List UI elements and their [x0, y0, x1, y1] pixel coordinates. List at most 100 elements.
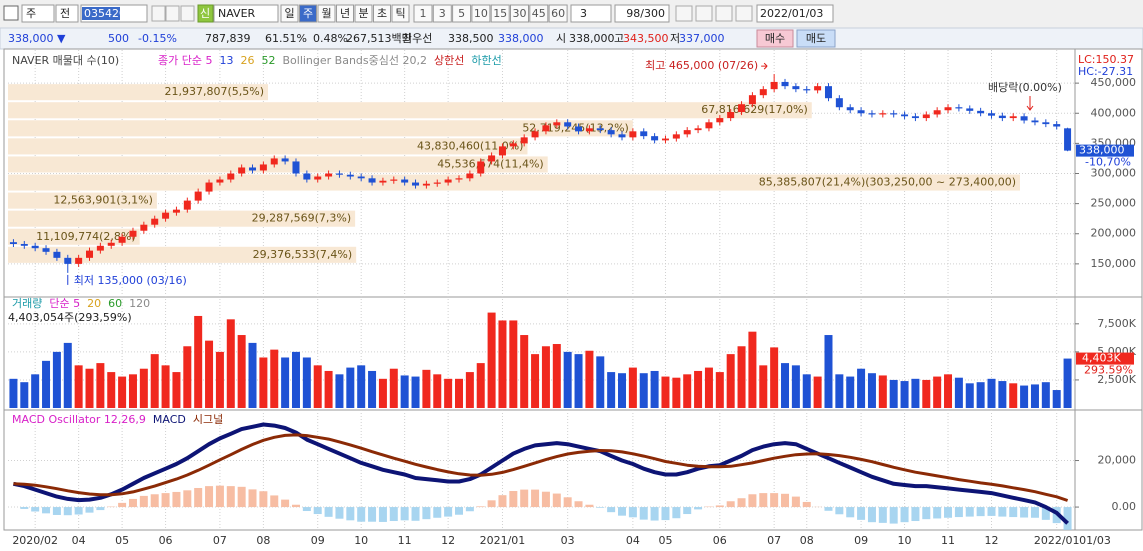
volume-bar [889, 379, 898, 408]
sell-btn[interactable] [796, 29, 836, 48]
minute[interactable]: 15 [493, 7, 507, 20]
oscillator-bar [378, 507, 387, 522]
tool-icon[interactable] [735, 5, 753, 22]
period-btn[interactable] [299, 4, 317, 23]
current-change: -10,70% [1085, 156, 1131, 169]
period[interactable]: 틱 [395, 7, 405, 20]
candle-body [857, 110, 865, 114]
candle-body [281, 158, 289, 162]
oscillator-bar [759, 493, 768, 508]
volume-bar [965, 383, 974, 408]
candle-body [107, 242, 115, 246]
minute-btn[interactable] [413, 4, 433, 23]
period[interactable]: 일 [284, 6, 294, 20]
y-tick-label: 20,000 [1098, 454, 1137, 467]
x-tick-label: 11 [941, 534, 955, 547]
tool-icon[interactable] [695, 5, 713, 22]
oscillator-bar [194, 487, 203, 508]
minute-btn[interactable] [432, 4, 452, 23]
tool-icon[interactable] [165, 5, 180, 22]
oscillator-bar [1063, 507, 1072, 530]
info-turnover: 0.48% [313, 32, 348, 45]
candle-body [129, 230, 137, 237]
period[interactable]: 분 [358, 7, 368, 20]
candle-body [357, 176, 365, 179]
tool-icon[interactable] [151, 5, 166, 22]
oscillator-bar [857, 507, 866, 520]
tool-icon[interactable] [675, 5, 693, 22]
candle-body [803, 89, 811, 91]
period-btn[interactable] [391, 4, 410, 23]
period[interactable]: 년 [340, 7, 350, 20]
minute[interactable]: 3 [439, 7, 446, 20]
x-tick-label: 2020/02 [12, 534, 58, 547]
candle-body [412, 182, 420, 186]
market-select[interactable] [21, 4, 55, 23]
tool-icon[interactable] [180, 5, 195, 22]
minute-btn[interactable] [548, 4, 568, 23]
minute[interactable]: 45 [532, 7, 546, 20]
multiplier: 3 [580, 7, 587, 20]
volume-bar [205, 340, 214, 408]
oscillator-bar [422, 507, 431, 520]
candle-body [955, 107, 963, 109]
volume-bar [237, 335, 246, 408]
date-input[interactable] [756, 4, 834, 23]
minute[interactable]: 5 [458, 7, 465, 20]
oscillator-bar [237, 486, 246, 508]
period[interactable]: 초 [377, 7, 387, 20]
period-btn[interactable] [336, 4, 354, 23]
info-price: 338,000 ▼ [8, 32, 66, 45]
legend-entry: 20 [87, 297, 101, 310]
buy[interactable]: 매수 [765, 32, 785, 45]
dividend-arrow [1026, 96, 1034, 111]
candle-body [705, 122, 713, 129]
minute[interactable]: 60 [551, 7, 565, 20]
name-input[interactable] [213, 4, 279, 23]
candle-body [172, 209, 180, 213]
volume-bar [389, 368, 398, 408]
volume-bar [270, 349, 279, 408]
candle-body [238, 167, 246, 174]
oscillator-bar [20, 507, 29, 509]
candle-body [205, 182, 213, 192]
volume-profile-label: 85,385,807(21,4%)(303,250,00 ~ 273,400,0… [759, 176, 1016, 189]
minute[interactable]: 10 [474, 7, 488, 20]
prefix-btn[interactable] [55, 4, 79, 23]
volume-bar [346, 367, 355, 408]
period-btn[interactable] [317, 4, 336, 23]
multiplier-select[interactable] [570, 4, 612, 23]
period-btn[interactable] [354, 4, 373, 23]
oscillator-bar [878, 507, 887, 523]
info-low: 337,000 [679, 32, 725, 45]
oscillator-bar [618, 507, 627, 516]
minute[interactable]: 30 [513, 7, 527, 20]
volume-bar [791, 365, 800, 408]
oscillator-bar [31, 507, 40, 512]
x-tick-label: 11 [398, 534, 412, 547]
period-btn[interactable] [373, 4, 391, 23]
count-input[interactable] [614, 4, 670, 23]
volume-profile-label: 43,830,460(11,0%) [417, 139, 524, 152]
candle-body [488, 155, 496, 162]
minute[interactable]: 1 [420, 7, 427, 20]
menu-icon[interactable] [3, 5, 19, 21]
minute-btn[interactable] [490, 4, 510, 23]
period[interactable]: 주 [303, 7, 313, 20]
volume-bar [150, 354, 159, 408]
period[interactable]: 월 [321, 7, 331, 20]
buy-btn[interactable] [756, 29, 794, 48]
minute-btn[interactable] [510, 4, 529, 23]
volume-bar [552, 344, 561, 408]
period-btn[interactable] [280, 4, 299, 23]
volume-profile-bar [8, 246, 357, 263]
tool-icon[interactable] [715, 5, 733, 22]
chart-title: NAVER 매물대 수(10) [12, 54, 119, 67]
volume-bar [857, 368, 866, 408]
minute-btn[interactable] [452, 4, 472, 23]
minute-btn[interactable] [471, 4, 491, 23]
candle-body [1042, 122, 1050, 125]
minute-btn[interactable] [529, 4, 549, 23]
sell[interactable]: 매도 [806, 32, 826, 45]
